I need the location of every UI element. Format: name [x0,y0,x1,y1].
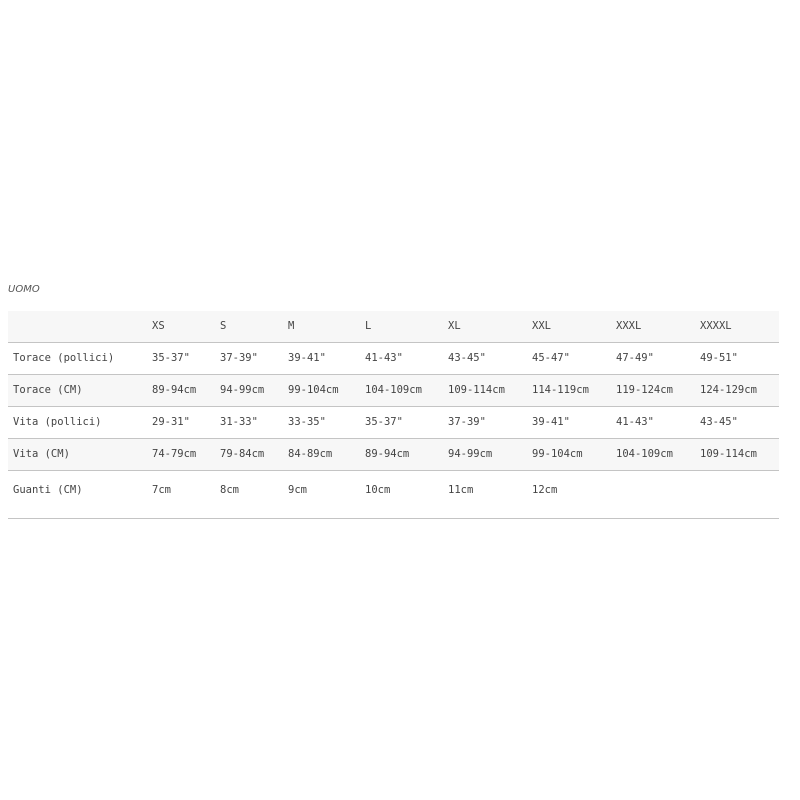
table-cell: 124-129cm [700,384,757,396]
row-label: Vita (CM) [13,448,70,460]
section-title: UOMO [8,284,40,295]
table-cell: 10cm [365,483,391,496]
row-label: Torace (pollici) [13,352,115,364]
column-header: XXXXL [700,320,732,333]
table-cell: 9cm [288,483,307,496]
table-cell: 31-33" [220,416,258,428]
table-cell: 7cm [152,483,171,496]
table-cell: 12cm [532,483,558,496]
table-cell: 8cm [220,483,239,496]
table-cell: 99-104cm [288,384,339,396]
table-row: Torace (CM) 89-94cm 94-99cm 99-104cm 104-109… [8,374,779,406]
table-cell: 109-114cm [700,448,757,460]
row-label: Vita (pollici) [13,416,102,428]
row-label: Torace (CM) [13,384,83,396]
table-cell: 119-124cm [616,384,673,396]
table-cell: 45-47" [532,352,570,364]
table-cell: 99-104cm [532,448,583,460]
table-cell: 29-31" [152,416,190,428]
table-row: Guanti (CM) 7cm 8cm 9cm 10cm 11cm 12cm [8,470,779,518]
column-header: XXXL [616,320,642,333]
table-cell: 43-45" [448,352,486,364]
row-label: Guanti (CM) [13,483,83,496]
table-cell [611,470,695,518]
table-cell: 104-109cm [365,384,422,396]
table-cell: 11cm [448,483,474,496]
table-cell: 37-39" [220,352,258,364]
table-cell: 89-94cm [365,448,410,460]
table-cell: 74-79cm [152,448,197,460]
table-cell: 84-89cm [288,448,333,460]
table-cell: 89-94cm [152,384,197,396]
size-chart-table: XS S M L XL XXL XXXL XXXXL Torace (pollici) 35-3… [8,311,779,519]
column-header: XXL [532,320,551,333]
table-cell: 104-109cm [616,448,673,460]
table-cell: 114-119cm [532,384,589,396]
table-cell: 39-41" [532,416,570,428]
column-header: S [220,320,227,333]
table-cell: 33-35" [288,416,326,428]
table-row: Torace (pollici) 35-37" 37-39" 39-41" 41-43"… [8,342,779,374]
table-cell: 43-45" [700,416,738,428]
table-cell: 109-114cm [448,384,505,396]
header-row: XS S M L XL XXL XXXL XXXXL [8,311,779,342]
column-header: XS [152,320,165,333]
column-header: XL [448,320,461,333]
table-cell: 41-43" [365,352,403,364]
table-cell [695,470,779,518]
table-cell: 47-49" [616,352,654,364]
table-cell: 94-99cm [448,448,493,460]
column-header: M [288,320,295,333]
table-cell: 35-37" [365,416,403,428]
table-cell: 94-99cm [220,384,265,396]
table-cell: 79-84cm [220,448,265,460]
table-cell: 41-43" [616,416,654,428]
table-cell: 49-51" [700,352,738,364]
column-header: L [365,320,372,333]
table-row: Vita (pollici) 29-31" 31-33" 33-35" 35-37" 37… [8,406,779,438]
table-cell: 35-37" [152,352,190,364]
table-cell: 39-41" [288,352,326,364]
table-row: Vita (CM) 74-79cm 79-84cm 84-89cm 89-94cm 94-… [8,438,779,470]
header-corner [8,311,147,342]
table-cell: 37-39" [448,416,486,428]
